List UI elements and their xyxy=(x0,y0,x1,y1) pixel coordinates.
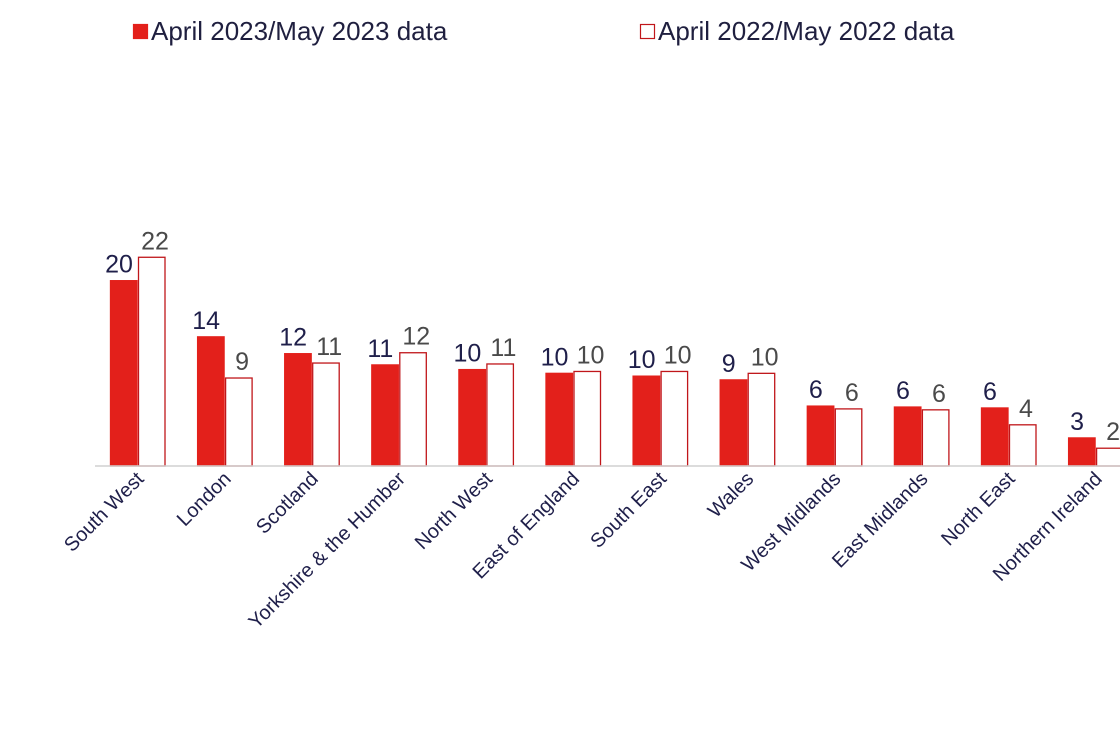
bar xyxy=(573,370,602,467)
data-label: 6 xyxy=(983,378,997,406)
data-label: 6 xyxy=(809,376,823,404)
x-tick-label: Scotland xyxy=(252,468,323,539)
legend-label: April 2022/May 2022 data xyxy=(658,16,955,46)
bar xyxy=(399,352,427,467)
x-tick-label: London xyxy=(173,468,236,531)
x-tick-label: Yorkshire & the Humber xyxy=(245,468,410,633)
bar xyxy=(834,408,863,467)
data-label: 11 xyxy=(316,333,342,361)
bar xyxy=(196,336,225,467)
bar xyxy=(980,407,1009,467)
bar xyxy=(660,370,689,467)
data-label: 10 xyxy=(751,343,779,371)
bar xyxy=(747,372,776,467)
x-tick-label: South West xyxy=(60,468,149,557)
data-label: 20 xyxy=(105,251,133,279)
bar xyxy=(137,256,166,467)
data-label: 6 xyxy=(845,379,859,407)
bar xyxy=(1095,447,1120,467)
bar xyxy=(719,379,748,467)
x-tick-label: Wales xyxy=(704,468,758,522)
plot-area: 20 22 South West 14 9 London 12 11 Scotland 11 12 Y… xyxy=(60,227,1120,633)
legend: April 2023/May 2023 data April 2022/May 2… xyxy=(132,16,955,46)
data-label: 3 xyxy=(1070,408,1084,436)
bar xyxy=(1008,424,1037,467)
bar xyxy=(371,364,399,467)
bar xyxy=(545,372,574,467)
data-label: 10 xyxy=(664,341,692,369)
data-label: 10 xyxy=(453,340,481,368)
legend-swatch xyxy=(639,23,656,40)
legend-swatch xyxy=(132,23,149,40)
bar xyxy=(1067,437,1096,467)
data-label: 10 xyxy=(577,341,605,369)
bar xyxy=(109,280,138,467)
data-label: 22 xyxy=(141,227,169,255)
data-label: 10 xyxy=(541,343,569,371)
legend-label: April 2023/May 2023 data xyxy=(151,16,448,46)
bar xyxy=(486,363,515,467)
bar xyxy=(312,362,340,467)
x-tick-label: North West xyxy=(411,468,497,554)
data-label: 10 xyxy=(628,346,656,374)
bar xyxy=(224,377,253,467)
data-label: 14 xyxy=(192,307,220,335)
x-tick-label: South East xyxy=(586,468,671,553)
data-label: 6 xyxy=(932,380,946,408)
bar xyxy=(806,405,835,467)
data-label: 4 xyxy=(1019,395,1033,423)
data-label: 2 xyxy=(1106,418,1120,446)
data-label: 9 xyxy=(722,350,736,378)
x-tick-label: North East xyxy=(937,468,1020,551)
data-label: 12 xyxy=(279,324,307,352)
bar xyxy=(893,406,922,467)
bar xyxy=(284,353,312,467)
bar xyxy=(921,409,950,467)
data-label: 9 xyxy=(235,348,249,376)
data-label: 6 xyxy=(896,377,910,405)
bar xyxy=(632,375,661,467)
bar xyxy=(458,368,487,467)
data-label: 11 xyxy=(367,335,393,363)
data-label: 11 xyxy=(490,334,516,362)
data-label: 12 xyxy=(402,323,430,351)
